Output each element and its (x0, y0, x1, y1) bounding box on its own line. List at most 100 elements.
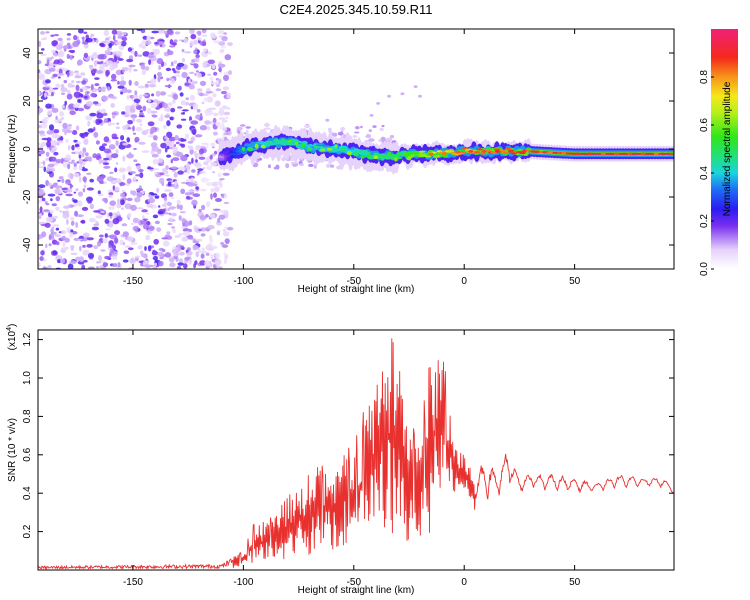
noise-blob (205, 244, 213, 251)
noise-blob (150, 110, 158, 114)
noise-blob (166, 29, 174, 35)
noise-blob (154, 42, 160, 45)
haze-blob (337, 131, 344, 136)
noise-blob (38, 184, 46, 189)
noise-blob (172, 93, 179, 100)
spectrogram-noise-field (38, 29, 234, 269)
noise-blob (86, 172, 92, 175)
noise-blob (71, 130, 78, 135)
noise-blob (167, 181, 172, 186)
ridge-spot (614, 152, 620, 156)
noise-blob (126, 215, 130, 219)
haze-blob (381, 125, 385, 127)
noise-blob (163, 196, 168, 202)
ridge-blob (304, 144, 311, 147)
noise-blob (82, 147, 87, 153)
noise-blob (92, 153, 98, 159)
noise-blob (102, 262, 109, 267)
noise-blob (46, 130, 54, 135)
noise-blob (183, 230, 190, 237)
noise-blob (134, 50, 138, 57)
noise-blob (79, 132, 84, 137)
noise-blob (223, 111, 231, 116)
colorbar-tick-label: 0.0 (699, 262, 710, 276)
spectrogram-content (38, 29, 674, 269)
noise-blob (102, 143, 107, 147)
noise-blob (126, 178, 132, 184)
noise-blob (108, 243, 112, 248)
noise-blob (114, 230, 121, 236)
noise-blob (52, 87, 59, 90)
noise-blob (180, 188, 186, 194)
noise-blob (103, 29, 110, 37)
noise-blob (170, 159, 173, 164)
noise-blob (185, 163, 190, 170)
noise-blob (114, 186, 120, 191)
noise-blob (126, 197, 133, 202)
ridge-spot (441, 152, 447, 155)
noise-blob (150, 126, 158, 133)
noise-blob (207, 59, 216, 65)
noise-blob (198, 248, 201, 253)
noise-blob (87, 200, 92, 204)
noise-blob (183, 37, 189, 44)
noise-blob (122, 173, 126, 181)
noise-blob (141, 209, 148, 213)
noise-blob (138, 43, 144, 48)
noise-blob (130, 114, 138, 119)
noise-blob (105, 228, 112, 231)
noise-blob (168, 192, 174, 198)
ridge-blob (312, 147, 320, 150)
noise-blob (73, 172, 80, 178)
noise-blob (146, 203, 154, 208)
noise-blob (94, 83, 100, 87)
noise-blob (188, 145, 194, 151)
noise-blob (99, 145, 106, 152)
noise-blob (164, 200, 168, 205)
noise-blob (88, 266, 95, 269)
noise-blob (118, 45, 125, 51)
noise-blob (103, 157, 110, 161)
noise-blob (227, 42, 233, 47)
noise-blob (137, 245, 143, 250)
noise-blob (62, 241, 66, 248)
y-tick-label: 0.4 (22, 486, 33, 500)
ridge-blob (378, 153, 386, 156)
noise-blob (185, 101, 189, 106)
noise-blob (171, 68, 176, 71)
noise-blob (41, 48, 45, 51)
noise-blob (177, 170, 184, 175)
noise-blob (210, 193, 213, 200)
spectrogram-x-axis-label: Height of straight line (km) (298, 284, 415, 295)
noise-blob (147, 55, 155, 58)
noise-blob (55, 115, 58, 120)
noise-blob (108, 144, 116, 150)
noise-blob (133, 147, 137, 151)
noise-blob (80, 72, 86, 76)
noise-blob (136, 188, 144, 192)
noise-blob (46, 140, 52, 148)
noise-blob (63, 80, 68, 84)
noise-blob (129, 258, 136, 264)
noise-blob (170, 141, 175, 148)
noise-blob (201, 41, 207, 47)
noise-blob (83, 52, 89, 58)
noise-blob (56, 241, 60, 246)
noise-blob (194, 57, 200, 63)
stray-blob (325, 118, 330, 122)
noise-blob (38, 90, 41, 96)
noise-blob (207, 126, 211, 131)
noise-blob (159, 91, 167, 96)
noise-blob (49, 156, 57, 162)
noise-blob (114, 237, 119, 244)
noise-blob (130, 190, 133, 195)
noise-blob (100, 210, 105, 213)
haze-blob (298, 163, 304, 166)
noise-blob (171, 166, 178, 170)
noise-blob (55, 159, 63, 164)
noise-blob (38, 221, 46, 225)
noise-blob (151, 114, 158, 118)
noise-blob (196, 30, 202, 35)
noise-blob (146, 35, 151, 41)
noise-blob (63, 205, 70, 209)
